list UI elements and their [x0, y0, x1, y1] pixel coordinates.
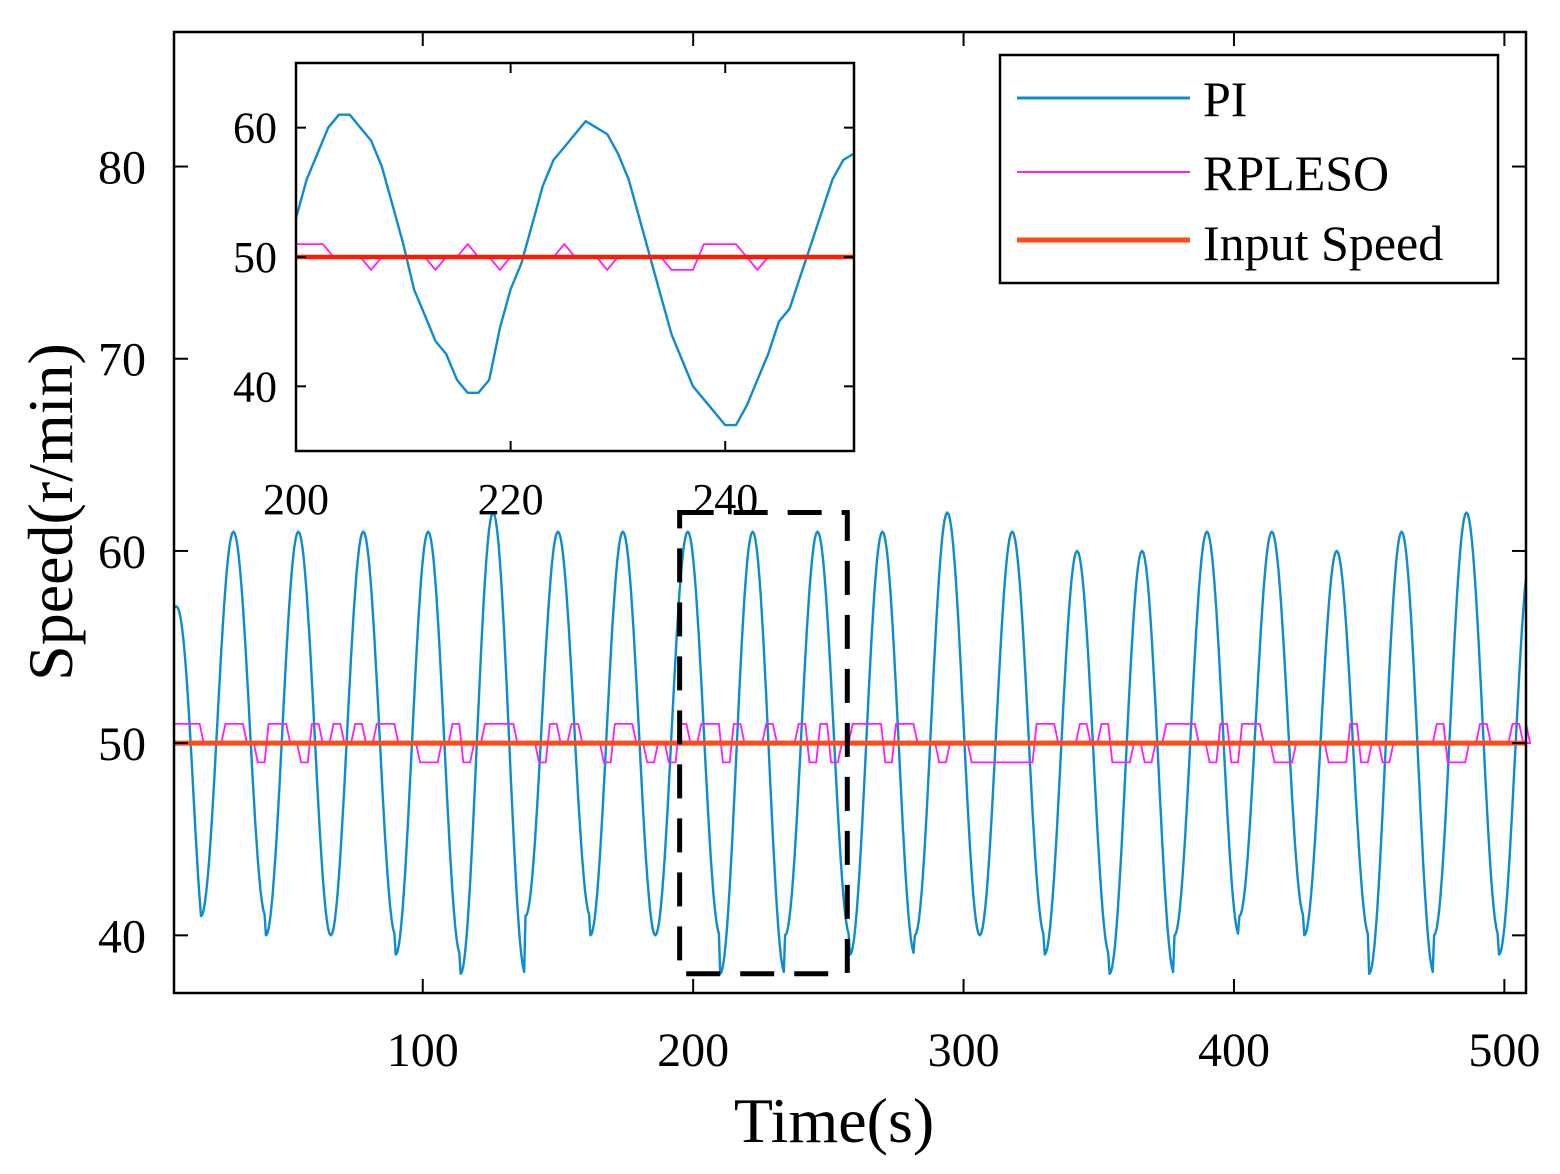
legend-label-pi: PI [1203, 71, 1247, 127]
series-line-pi [173, 511, 1528, 975]
x-tick-label: 100 [387, 1024, 459, 1077]
legend-box [998, 53, 1500, 285]
main-plot: 100 200 300 400 500 40 50 60 70 80 [98, 30, 1540, 1077]
inset-axis-ticks: 200 220 240 40 50 60 [233, 63, 854, 524]
y-tick-label: 40 [98, 910, 146, 963]
inset-series-group [294, 113, 855, 427]
y-tick-label: 70 [98, 334, 146, 387]
x-tick-label: 200 [657, 1024, 729, 1077]
inset-y-tick-label: 50 [233, 233, 277, 282]
zoom-region-box [677, 510, 850, 977]
legend-label-rpleso: RPLESO [1203, 145, 1389, 201]
inset-plot: 200 220 240 40 50 60 [233, 61, 856, 524]
x-tick-label: 500 [1468, 1024, 1540, 1077]
inset-y-tick-label: 60 [233, 104, 277, 153]
inset-x-tick-label: 200 [263, 475, 329, 524]
inset-x-tick-label: 240 [692, 475, 758, 524]
main-plot-frame [172, 30, 1528, 995]
legend-label-input-speed: Input Speed [1203, 215, 1443, 271]
y-tick-label: 80 [98, 142, 146, 195]
inset-y-tick-label: 40 [233, 362, 277, 411]
x-tick-label: 300 [928, 1024, 1000, 1077]
y-tick-label: 60 [98, 526, 146, 579]
y-tick-label: 50 [98, 718, 146, 771]
inset-series-line-pi [294, 113, 855, 427]
main-series-group [173, 511, 1531, 975]
x-axis-title: Time(s) [734, 1085, 934, 1156]
inset-x-tick-label: 220 [478, 475, 544, 524]
y-axis-title: Speed(r/min) [15, 343, 86, 681]
x-tick-label: 400 [1198, 1024, 1270, 1077]
main-axis-ticks: 100 200 300 400 500 40 50 60 70 80 [98, 32, 1540, 1077]
legend: PI RPLESO Input Speed [998, 53, 1500, 285]
